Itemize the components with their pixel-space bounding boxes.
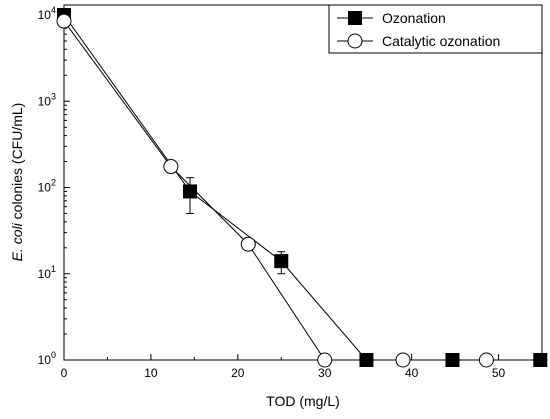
- legend-label-ozonation: Ozonation: [382, 10, 446, 26]
- data-point-catalytic-ozonation: [56, 13, 72, 29]
- y-tick-label-exponent: 4: [51, 5, 56, 15]
- y-axis-title-rest: colonies (CFU/mL): [9, 103, 25, 224]
- data-point-ozonation: [274, 254, 289, 269]
- x-axis-title: TOD (mg/L): [266, 393, 340, 409]
- data-point-catalytic-ozonation: [317, 352, 333, 368]
- series-layer: [56, 8, 548, 368]
- data-point-ozonation: [533, 353, 548, 367]
- x-tick-label: 0: [61, 366, 68, 380]
- legend: Ozonation Catalytic ozonation: [328, 4, 543, 54]
- data-point-ozonation: [183, 184, 198, 199]
- y-tick-label: 104: [38, 5, 56, 22]
- y-tick-label-exponent: 1: [51, 264, 56, 274]
- legend-marker-catalytic: [347, 33, 363, 49]
- data-point-catalytic-ozonation: [395, 352, 411, 368]
- legend-label-catalytic: Catalytic ozonation: [382, 33, 500, 49]
- plot-frame: [63, 4, 543, 361]
- y-tick-label-base: 10: [38, 267, 52, 281]
- legend-marker-ozonation: [348, 11, 362, 25]
- y-axis-title-italic: E. coli: [9, 222, 25, 261]
- x-tick-label: 30: [318, 366, 332, 380]
- data-point-catalytic-ozonation: [163, 159, 179, 175]
- y-tick-label-exponent: 3: [51, 91, 56, 101]
- y-tick-label-base: 10: [38, 8, 52, 22]
- legend-box: [328, 4, 543, 54]
- data-point-catalytic-ozonation: [240, 236, 256, 252]
- series-line-0: [63, 14, 541, 361]
- x-tick-label: 20: [231, 366, 245, 380]
- x-tick-label: 50: [492, 366, 506, 380]
- data-point-catalytic-ozonation: [478, 352, 494, 368]
- x-tick-label: 40: [405, 366, 419, 380]
- y-tick-label: 101: [38, 264, 56, 281]
- y-tick-label-exponent: 2: [51, 178, 56, 188]
- y-tick-label: 103: [38, 91, 56, 108]
- y-tick-label: 102: [38, 178, 56, 195]
- y-axis-title: E. coli colonies (CFU/mL): [9, 103, 25, 262]
- y-tick-label-base: 10: [38, 353, 52, 367]
- y-tick-label-exponent: 0: [51, 350, 56, 360]
- y-tick-label: 100: [38, 350, 56, 367]
- x-tick-label: 10: [144, 366, 158, 380]
- y-tick-label-base: 10: [38, 94, 52, 108]
- axis-ticks: [63, 14, 500, 361]
- y-tick-label-base: 10: [38, 181, 52, 195]
- series-line-1: [63, 20, 487, 361]
